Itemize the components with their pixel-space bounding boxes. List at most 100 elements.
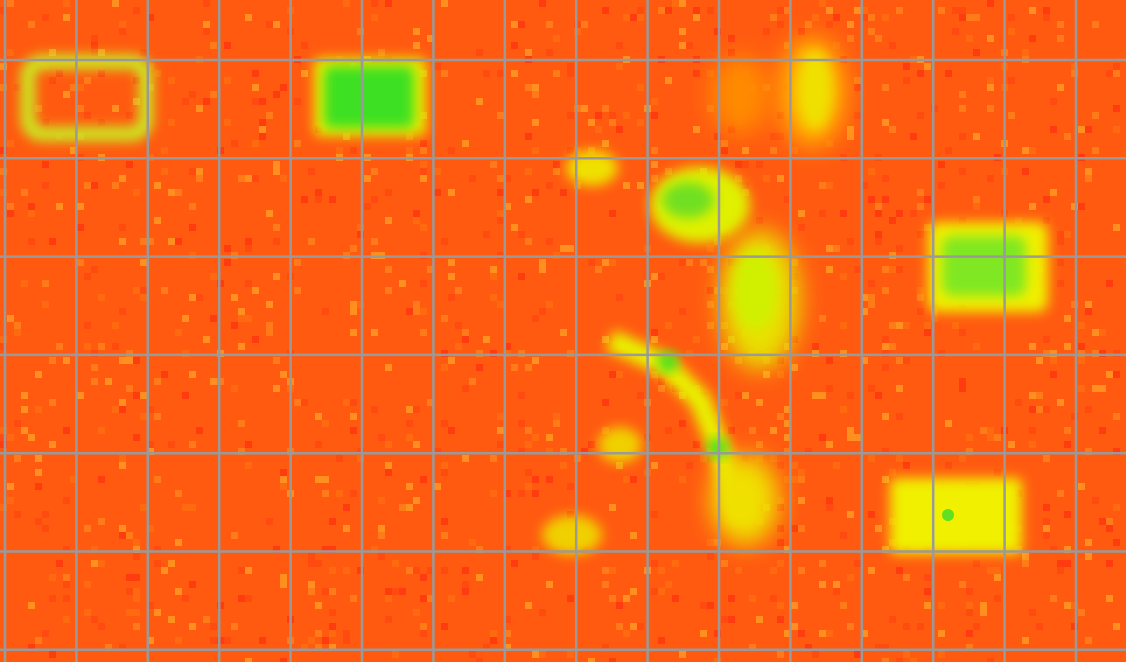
pixel <box>161 371 168 378</box>
pixel <box>84 182 91 189</box>
pixel <box>63 91 70 98</box>
pixel <box>476 49 483 56</box>
pixel <box>1092 497 1099 504</box>
pixel <box>308 588 315 595</box>
pixel <box>189 91 196 98</box>
pixel <box>672 0 679 7</box>
pixel <box>959 91 966 98</box>
pixel <box>861 182 868 189</box>
pixel <box>770 147 777 154</box>
spot <box>711 455 779 545</box>
pixel <box>357 567 364 574</box>
pixel <box>1113 224 1120 231</box>
pixel <box>98 518 105 525</box>
pixel <box>308 238 315 245</box>
spot <box>942 509 954 521</box>
pixel <box>203 336 210 343</box>
pixel <box>714 287 721 294</box>
pixel <box>448 294 455 301</box>
pixel <box>868 294 875 301</box>
pixel <box>70 84 77 91</box>
pixel <box>847 133 854 140</box>
pixel <box>28 210 35 217</box>
pixel <box>784 546 791 553</box>
pixel <box>420 168 427 175</box>
pixel <box>385 217 392 224</box>
pixel <box>511 70 518 77</box>
pixel <box>413 308 420 315</box>
pixel <box>882 84 889 91</box>
pixel <box>28 602 35 609</box>
pixel <box>1099 427 1106 434</box>
pixel <box>903 623 910 630</box>
pixel <box>119 28 126 35</box>
pixel <box>840 602 847 609</box>
pixel <box>371 168 378 175</box>
pixel <box>546 49 553 56</box>
pixel <box>525 441 532 448</box>
pixel <box>91 35 98 42</box>
pixel <box>875 231 882 238</box>
pixel <box>308 581 315 588</box>
pixel <box>280 574 287 581</box>
pixel <box>462 455 469 462</box>
pixel <box>245 280 252 287</box>
pixel <box>560 462 567 469</box>
pixel <box>784 420 791 427</box>
pixel <box>539 609 546 616</box>
pixel <box>154 70 161 77</box>
pixel <box>707 322 714 329</box>
pixel <box>224 245 231 252</box>
pixel <box>1043 350 1050 357</box>
pixel <box>315 476 322 483</box>
pixel <box>525 238 532 245</box>
pixel <box>203 616 210 623</box>
pixel <box>1043 532 1050 539</box>
pixel <box>567 651 574 658</box>
pixel <box>168 238 175 245</box>
pixel <box>805 21 812 28</box>
pixel <box>546 301 553 308</box>
pixel <box>49 77 56 84</box>
pixel <box>1008 14 1015 21</box>
pixel <box>147 238 154 245</box>
pixel <box>350 427 357 434</box>
pixel <box>826 266 833 273</box>
pixel <box>91 616 98 623</box>
pixel <box>665 168 672 175</box>
pixel <box>868 301 875 308</box>
pixel <box>924 329 931 336</box>
pixel <box>266 301 273 308</box>
pixel <box>245 14 252 21</box>
pixel <box>609 658 616 662</box>
pixel <box>763 28 770 35</box>
spot <box>598 427 642 463</box>
pixel <box>1064 231 1071 238</box>
pixel <box>924 588 931 595</box>
pixel <box>910 133 917 140</box>
pixel <box>252 84 259 91</box>
pixel <box>959 455 966 462</box>
pixel <box>133 546 140 553</box>
pixel <box>1099 518 1106 525</box>
pixel <box>483 231 490 238</box>
pixel <box>378 532 385 539</box>
pixel <box>406 308 413 315</box>
pixel <box>336 490 343 497</box>
pixel <box>1036 392 1043 399</box>
pixel <box>252 175 259 182</box>
pixel <box>322 637 329 644</box>
pixel <box>658 273 665 280</box>
pixel <box>35 518 42 525</box>
pixel <box>1113 504 1120 511</box>
pixel <box>112 105 119 112</box>
pixel <box>1043 336 1050 343</box>
pixel <box>1022 168 1029 175</box>
pixel <box>161 168 168 175</box>
pixel <box>301 70 308 77</box>
pixel <box>553 161 560 168</box>
pixel <box>602 399 609 406</box>
pixel <box>406 147 413 154</box>
pixel <box>623 630 630 637</box>
pixel <box>322 476 329 483</box>
